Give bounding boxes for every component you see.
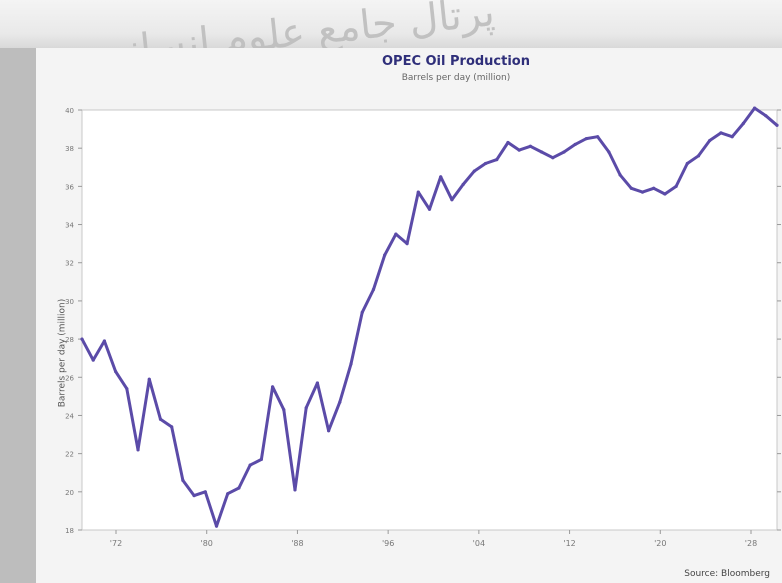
data-point (652, 186, 656, 190)
data-point (170, 425, 174, 429)
data-point (304, 406, 308, 410)
y-tick-label: 18 (65, 527, 74, 535)
chart-subtitle: Barrels per day (million) (401, 73, 511, 83)
data-point (102, 339, 107, 343)
chart-card: OPEC Oil Production Barrels per day (mil… (36, 48, 782, 583)
y-tick-label: 38 (65, 145, 74, 153)
y-tick-label: 22 (65, 451, 74, 459)
data-point (450, 198, 454, 202)
y-tick-label: 30 (65, 298, 74, 306)
y-tick-label: 20 (65, 489, 74, 497)
data-point (248, 463, 252, 467)
data-point (136, 448, 140, 452)
data-point (719, 131, 723, 135)
data-point (741, 121, 745, 125)
data-point (315, 381, 320, 385)
data-point (91, 358, 95, 362)
x-tick-label: '88 (291, 539, 303, 548)
y-tick-label: 36 (65, 183, 74, 191)
y-ticks-left: 18 20 22 24 26 28 30 32 34 36 38 40 (65, 107, 82, 535)
y-tick-label: 24 (65, 412, 74, 420)
data-point (427, 207, 432, 211)
data-point (696, 154, 701, 158)
data-point (203, 490, 207, 494)
data-point (114, 369, 118, 374)
chart-title: OPEC Oil Production (381, 54, 530, 69)
data-point (528, 144, 532, 148)
data-point (327, 429, 331, 433)
series-points (80, 106, 779, 528)
data-point (416, 190, 420, 194)
y-tick-label: 34 (65, 222, 74, 230)
x-tick-label: '28 (745, 539, 757, 548)
x-tick-label: '12 (563, 539, 575, 548)
data-point (539, 150, 544, 154)
x-tick-label: '20 (654, 539, 666, 548)
data-point (371, 287, 376, 292)
data-point (147, 377, 151, 381)
x-tick-label: '96 (382, 539, 394, 548)
data-point (293, 488, 297, 492)
data-point (181, 478, 185, 482)
data-point (270, 385, 275, 389)
x-ticks: '72 '80 '88 '96 '04 '12 '20 '28 (110, 530, 757, 548)
data-point (775, 123, 779, 127)
data-point (629, 186, 633, 190)
y-tick-label: 26 (65, 374, 74, 382)
data-point (640, 190, 645, 194)
data-point (674, 184, 678, 188)
data-point (192, 494, 196, 498)
data-point (461, 182, 465, 187)
data-point (125, 387, 129, 391)
data-point (383, 253, 387, 257)
data-point (483, 161, 488, 166)
data-point (584, 137, 589, 141)
plot-area (81, 109, 778, 531)
data-point (214, 524, 219, 528)
data-point (259, 457, 263, 461)
data-point (596, 135, 600, 139)
data-point (405, 242, 409, 246)
data-point (80, 337, 84, 341)
data-point (517, 148, 521, 152)
data-point (663, 192, 667, 196)
source-note: Source: Bloomberg (684, 569, 770, 579)
data-point (338, 400, 342, 404)
data-point (282, 408, 286, 412)
data-point (562, 150, 566, 154)
data-point (607, 150, 611, 154)
data-point (158, 417, 163, 421)
y-tick-label: 32 (65, 260, 74, 268)
data-point (360, 310, 364, 314)
data-point (551, 156, 555, 160)
x-tick-label: '04 (473, 539, 485, 548)
y-tick-label: 28 (65, 336, 74, 344)
x-tick-label: '72 (110, 539, 122, 548)
data-point (506, 140, 510, 145)
data-point (237, 486, 241, 490)
y-tick-label: 40 (65, 107, 74, 115)
data-point (349, 362, 353, 366)
data-point (495, 158, 499, 162)
data-point (394, 232, 398, 236)
data-point (685, 161, 689, 166)
data-point (618, 173, 622, 177)
data-point (573, 142, 577, 146)
data-point (708, 138, 712, 143)
data-point (764, 114, 768, 118)
data-point (730, 135, 734, 139)
data-point (226, 492, 230, 496)
data-point (752, 106, 757, 110)
data-point (439, 175, 443, 179)
data-point (472, 169, 476, 173)
x-tick-label: '80 (201, 539, 213, 548)
page-header-band (0, 0, 782, 48)
left-margin (0, 48, 36, 583)
